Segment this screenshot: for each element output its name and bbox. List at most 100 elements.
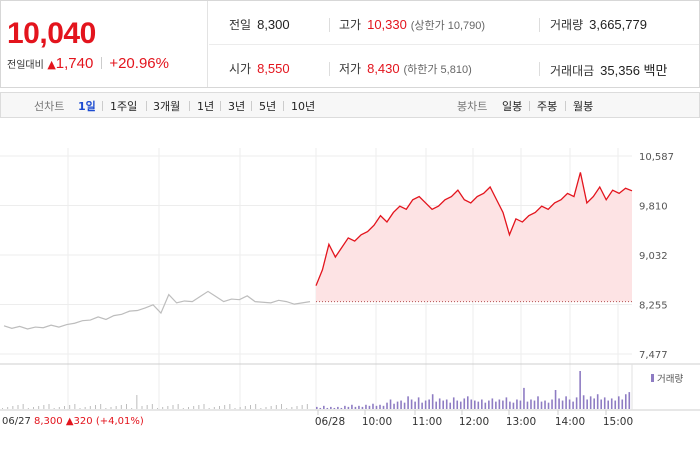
volume-bar bbox=[337, 406, 339, 409]
volume-bar bbox=[456, 400, 459, 409]
volume-bar bbox=[540, 401, 543, 409]
prev-volume-bar bbox=[53, 408, 55, 409]
prev-volume-bar bbox=[74, 404, 76, 409]
y-tick-label: 7,477 bbox=[639, 350, 668, 361]
volume-bar bbox=[326, 407, 329, 409]
volume-bar bbox=[544, 400, 546, 409]
volume-bar bbox=[523, 387, 525, 409]
open-value: 8,550 bbox=[257, 61, 290, 76]
prev-price: 8,300 bbox=[34, 416, 63, 427]
tab-1day[interactable]: 1일 bbox=[78, 100, 96, 113]
prev-volume-bar bbox=[306, 404, 308, 409]
volume-bar bbox=[354, 406, 357, 409]
volume-bar bbox=[547, 402, 550, 409]
volume-legend-swatch bbox=[651, 374, 654, 382]
prev-volume-bar bbox=[7, 407, 9, 409]
divider bbox=[565, 101, 566, 111]
divider bbox=[539, 18, 540, 32]
volume-bar bbox=[488, 400, 490, 409]
prev-volume-bar bbox=[250, 405, 251, 409]
prev-volume-bar bbox=[95, 405, 96, 409]
up-arrow-icon: ▲ bbox=[65, 416, 74, 427]
volume-bar bbox=[382, 405, 385, 409]
prev-volume-bar bbox=[2, 408, 3, 409]
prev-volume-bar bbox=[151, 404, 153, 409]
prev-close-label: 전일 bbox=[229, 18, 252, 32]
prev-volume-bar bbox=[291, 407, 293, 409]
volume-bar bbox=[344, 405, 346, 409]
tab-daily[interactable]: 일봉 bbox=[502, 100, 523, 113]
prev-volume-bar bbox=[301, 405, 303, 409]
y-tick-label: 9,810 bbox=[639, 202, 668, 213]
prev-volume-bar bbox=[208, 408, 210, 409]
volume-bar bbox=[459, 401, 462, 409]
prev-volume-bar bbox=[239, 407, 241, 409]
divider bbox=[283, 101, 284, 111]
volume-bar bbox=[491, 398, 494, 409]
tab-3months[interactable]: 3개월 bbox=[153, 100, 181, 113]
volume-bar bbox=[617, 396, 620, 409]
tab-weekly[interactable]: 주봉 bbox=[537, 100, 558, 113]
x-tick-label: 10:00 bbox=[362, 416, 392, 428]
volume-bar bbox=[586, 399, 588, 409]
volume-bar bbox=[624, 394, 627, 409]
volume-bar bbox=[572, 401, 574, 409]
volume-bar bbox=[449, 402, 452, 409]
tab-1week[interactable]: 1주일 bbox=[110, 100, 138, 113]
volume-bar bbox=[589, 396, 592, 409]
volume-bar bbox=[502, 400, 504, 409]
volume-bar bbox=[593, 398, 595, 409]
prev-volume-bar bbox=[213, 407, 215, 409]
chart-period-tabs: 선차트 1일 1주일 3개월 1년 3년 5년 10년 봉차트 일봉 주봉 월봉 bbox=[0, 92, 700, 118]
amount-value: 35,356 백만 bbox=[600, 63, 668, 78]
low-label: 저가 bbox=[339, 62, 362, 76]
prev-volume-bar bbox=[265, 407, 267, 409]
volume-bar bbox=[610, 398, 613, 409]
price-chart-svg: 10,587 9,810 9,032 8,255 7,477 거래량 06/28 10:00 1… bbox=[0, 148, 700, 428]
volume-bar bbox=[519, 400, 522, 409]
volume-bar bbox=[316, 406, 318, 409]
y-tick-label: 9,032 bbox=[639, 251, 668, 262]
volume-bar bbox=[607, 400, 610, 409]
volume-bar bbox=[495, 401, 497, 409]
current-price: 10,040 bbox=[7, 17, 96, 50]
price-chart: 10,587 9,810 9,032 8,255 7,477 거래량 06/28 10:00 1… bbox=[0, 118, 700, 450]
prev-volume-bar bbox=[219, 406, 220, 409]
volume-bar bbox=[474, 400, 476, 409]
volume-bar bbox=[368, 405, 371, 409]
candle-chart-label: 봉차트 bbox=[457, 100, 488, 113]
prev-volume-bar bbox=[281, 404, 282, 409]
volume-bar bbox=[526, 401, 529, 409]
prev-volume-bar bbox=[33, 407, 34, 409]
volume-bar bbox=[498, 399, 501, 409]
volume-bar bbox=[505, 397, 508, 409]
volume-bar bbox=[351, 404, 353, 409]
volume-bar bbox=[554, 390, 557, 409]
open-price: 시가 8,550 bbox=[229, 60, 290, 77]
prev-close: 전일 8,300 bbox=[229, 16, 290, 33]
prev-volume-bar bbox=[12, 406, 14, 409]
volume-bar bbox=[365, 404, 367, 409]
volume-bar bbox=[424, 400, 427, 409]
prev-volume-bar bbox=[100, 404, 102, 409]
prev-volume-bar bbox=[255, 404, 257, 409]
tab-3years[interactable]: 3년 bbox=[228, 100, 246, 113]
volume-bar bbox=[452, 397, 455, 409]
tab-monthly[interactable]: 월봉 bbox=[573, 100, 594, 113]
prev-volume-bar bbox=[296, 406, 298, 409]
tab-5years[interactable]: 5년 bbox=[259, 100, 277, 113]
tab-10years[interactable]: 10년 bbox=[291, 100, 316, 113]
volume-bar bbox=[361, 406, 364, 409]
volume: 거래량 3,665,779 bbox=[550, 16, 647, 33]
prev-volume-bar bbox=[43, 405, 45, 409]
volume-bar bbox=[333, 407, 336, 409]
volume-bar bbox=[400, 400, 402, 409]
volume-bar bbox=[389, 399, 392, 409]
prev-volume-bar bbox=[167, 406, 169, 409]
tab-1year[interactable]: 1년 bbox=[197, 100, 215, 113]
volume-bar bbox=[600, 399, 602, 409]
prev-volume-bar bbox=[69, 405, 71, 409]
x-tick-label: 12:00 bbox=[459, 416, 489, 428]
x-tick-label: 15:00 bbox=[603, 416, 633, 428]
volume-bar bbox=[603, 397, 606, 409]
